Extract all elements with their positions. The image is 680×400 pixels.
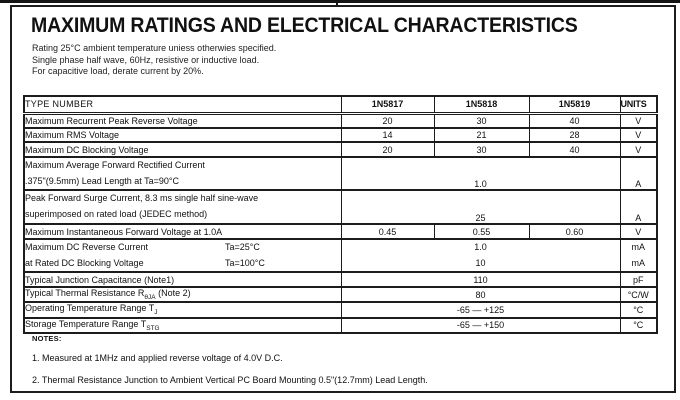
row-label-line: .375"(9.5mm) Lead Length at Ta=90°C [25,176,179,186]
row-label-subscript: STG [146,324,160,332]
top-divider [0,0,680,3]
part-number-header: 1N5818 [433,95,530,115]
row-label: Maximum DC Blocking Voltage [23,141,342,158]
value-1n5818: 0.55 [433,223,530,240]
unit-cell: °C [619,316,658,334]
value-1n5819: 0.60 [528,223,621,240]
row-label-text: (Note 2) [155,288,191,298]
unit-cell: °C [619,301,658,319]
merged-value: -65 — +125 [340,301,621,319]
row-label: Maximum Recurrent Peak Reverse Voltage [23,112,342,129]
value-1n5818: 21 [433,127,530,143]
table-row: Maximum DC Blocking Voltage 20 30 40 V [23,141,658,158]
value-1n5817: 20 [340,112,435,129]
merged-value: 80 [340,285,621,304]
unit-cell: V [619,141,658,158]
value-1n5817: 20 [340,141,435,158]
top-divider-tick [336,0,338,7]
condition-line: For capacitive load, derate current by 2… [32,66,204,76]
row-label: Peak Forward Surge Current, 8.3 ms singl… [23,189,342,225]
note-item: 1. Measured at 1MHz and applied reverse … [32,353,283,363]
unit-cell: pF [619,271,658,288]
part-number-header: 1N5819 [528,95,621,115]
condition-label: Ta=100°C [225,258,265,268]
notes-section: NOTES: 1. Measured at 1MHz and applied r… [32,334,428,385]
value-line: 1.0 [474,242,487,252]
row-label-subscript: θJA [144,293,156,301]
merged-value: 110 [340,271,621,288]
table-row: Maximum Recurrent Peak Reverse Voltage 2… [23,112,658,129]
value-1n5819: 28 [528,127,621,143]
unit-cell: V [619,223,658,240]
row-label: Typical Thermal Resistance RθJA (Note 2) [23,285,342,304]
row-label-line: Maximum Average Forward Rectified Curren… [25,160,205,170]
units-header: UNITS [619,95,658,115]
section-frame: MAXIMUM RATINGS AND ELECTRICAL CHARACTER… [10,5,676,393]
note-item: 2. Thermal Resistance Junction to Ambien… [32,375,428,385]
table-row: Typical Thermal Resistance RθJA (Note 2)… [23,285,658,304]
table-row: Maximum Average Forward Rectified Curren… [23,156,658,191]
section-title: MAXIMUM RATINGS AND ELECTRICAL CHARACTER… [31,14,578,37]
merged-value: 25 [340,189,621,225]
value-1n5818: 30 [433,141,530,158]
row-label: Maximum RMS Voltage [23,127,342,143]
type-number-header: TYPE NUMBER [23,95,342,115]
table-row: Maximum DC Reverse Current Ta=25°C at Ra… [23,238,658,273]
table-row: Typical Junction Capacitance (Note1) 110… [23,271,658,288]
table-row: Maximum Instantaneous Forward Voltage at… [23,223,658,240]
condition-label: Ta=25°C [225,242,260,252]
row-label-text: Storage Temperature Range T [25,318,147,329]
unit-line: mA [631,258,646,268]
row-label: Maximum Instantaneous Forward Voltage at… [23,223,342,240]
table-row: Maximum RMS Voltage 14 21 28 V [23,127,658,143]
notes-heading: NOTES: [32,334,62,343]
unit-cell: A [619,156,658,191]
condition-line: Rating 25°C ambient temperature uniess o… [32,43,277,53]
row-label: Maximum Average Forward Rectified Curren… [23,156,342,191]
row-label-line: Peak Forward Surge Current, 8.3 ms singl… [25,193,259,203]
table-row: Operating Temperature Range TJ -65 — +12… [23,301,658,319]
value-1n5819: 40 [528,112,621,129]
row-label-text: at Rated DC Blocking Voltage [25,258,144,268]
unit-cell: V [619,127,658,143]
value-1n5817: 14 [340,127,435,143]
row-label-line: Maximum DC Reverse Current Ta=25°C [25,242,340,252]
unit-cell: °C/W [619,285,658,304]
row-label: Typical Junction Capacitance (Note1) [23,271,342,288]
row-label-text: Typical Thermal Resistance R [25,288,145,298]
merged-value: 1.0 10 [340,238,621,273]
merged-value: 1.0 [340,156,621,191]
condition-line: Single phase half wave, 60Hz, resistive … [32,54,260,65]
value-1n5819: 40 [528,141,621,158]
table-row: Peak Forward Surge Current, 8.3 ms singl… [23,189,658,225]
row-label: Operating Temperature Range TJ [23,301,342,319]
unit-cell: mA mA [619,238,658,273]
row-label: Storage Temperature Range TSTG [23,316,342,334]
table-row: Storage Temperature Range TSTG -65 — +15… [23,316,658,334]
row-label-line: at Rated DC Blocking Voltage Ta=100°C [25,258,340,268]
row-label-line: superimposed on rated load (JEDEC method… [25,209,208,219]
row-label-subscript: J [154,309,158,317]
table-header-row: TYPE NUMBER 1N5817 1N5818 1N5819 UNITS [23,95,658,115]
unit-cell: V [619,112,658,129]
value-1n5817: 0.45 [340,223,435,240]
unit-cell: A [619,189,658,225]
value-1n5818: 30 [433,112,530,129]
rating-conditions: Rating 25°C ambient temperature uniess o… [32,43,276,78]
merged-value: -65 — +150 [340,316,621,334]
value-line: 10 [475,258,486,268]
ratings-table: TYPE NUMBER 1N5817 1N5818 1N5819 UNITS M… [23,95,658,334]
row-label-text: Maximum DC Reverse Current [25,242,149,252]
part-number-header: 1N5817 [340,95,435,115]
unit-line: mA [631,242,646,252]
row-label-text: Operating Temperature Range T [25,303,155,314]
row-label: Maximum DC Reverse Current Ta=25°C at Ra… [23,238,342,273]
